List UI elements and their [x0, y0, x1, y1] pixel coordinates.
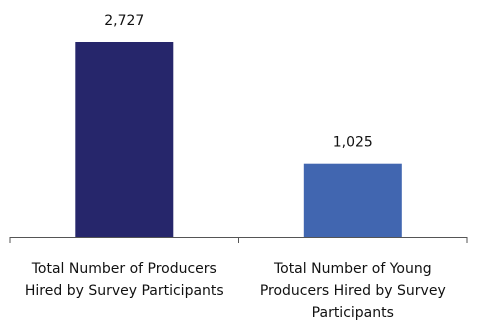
category-label-1: Total Number of Producers Hired by Survey…	[25, 261, 224, 299]
bar-2	[303, 163, 402, 237]
bar-value-label-2: 1,025	[333, 135, 373, 151]
x-axis	[9, 237, 468, 243]
bar-value-label-1: 2,727	[104, 13, 144, 29]
value-labels-group: 2,727 1,025	[104, 13, 373, 151]
bar-1	[75, 42, 174, 237]
bars-group	[75, 42, 402, 237]
category-labels-group: Total Number of Producers Hired by Survey…	[25, 261, 446, 321]
category-label-2: Total Number of Young Producers Hired by …	[260, 261, 446, 321]
